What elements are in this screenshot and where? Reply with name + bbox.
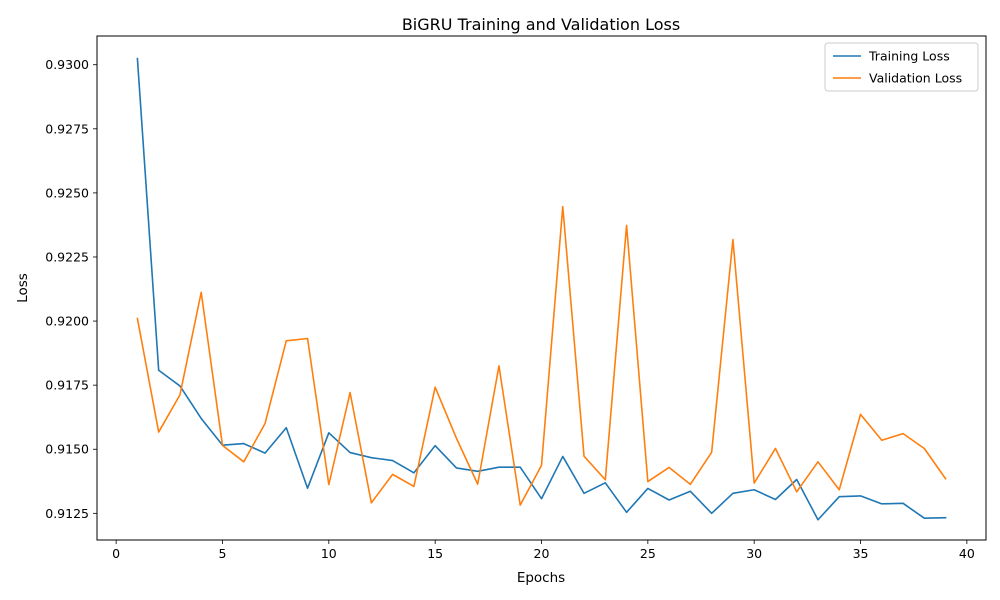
legend-frame [824,42,979,92]
y-tick-label: 0.9300 [45,57,89,72]
series-line-training-loss [136,57,947,521]
y-tick-label: 0.9275 [45,121,89,136]
series-line-validation-loss [136,205,947,506]
x-tick-label: 25 [640,546,656,561]
y-tick-label: 0.9150 [45,442,89,457]
legend-label-training-loss: Training Loss [868,49,950,64]
legend: Training Loss Validation Loss [824,42,979,92]
x-tick-label: 0 [112,546,120,561]
x-tick-label: 10 [321,546,337,561]
plot-area [96,35,987,541]
x-tick-label: 20 [534,546,550,561]
x-tick-label: 15 [427,546,443,561]
x-tick-label: 30 [746,546,762,561]
y-tick-label: 0.9200 [45,314,89,329]
chart-title: BiGRU Training and Validation Loss [402,15,680,34]
legend-label-validation-loss: Validation Loss [869,71,962,86]
y-tick-label: 0.9175 [45,378,89,393]
x-axis-title: Epochs [517,570,565,586]
y-tick-label: 0.9225 [45,249,89,264]
x-tick-label: 5 [219,546,227,561]
x-tick-label: 35 [853,546,869,561]
series-layer [136,57,947,521]
y-axis-ticks: 0.9125 0.9150 0.9175 0.9200 0.9225 0.9250 0.92… [45,57,97,521]
x-axis-ticks: 0 5 10 15 20 25 30 35 40 [112,540,975,561]
y-axis-title: Loss [15,273,31,303]
x-tick-label: 40 [959,546,975,561]
y-tick-label: 0.9125 [45,506,89,521]
y-tick-label: 0.9250 [45,185,89,200]
